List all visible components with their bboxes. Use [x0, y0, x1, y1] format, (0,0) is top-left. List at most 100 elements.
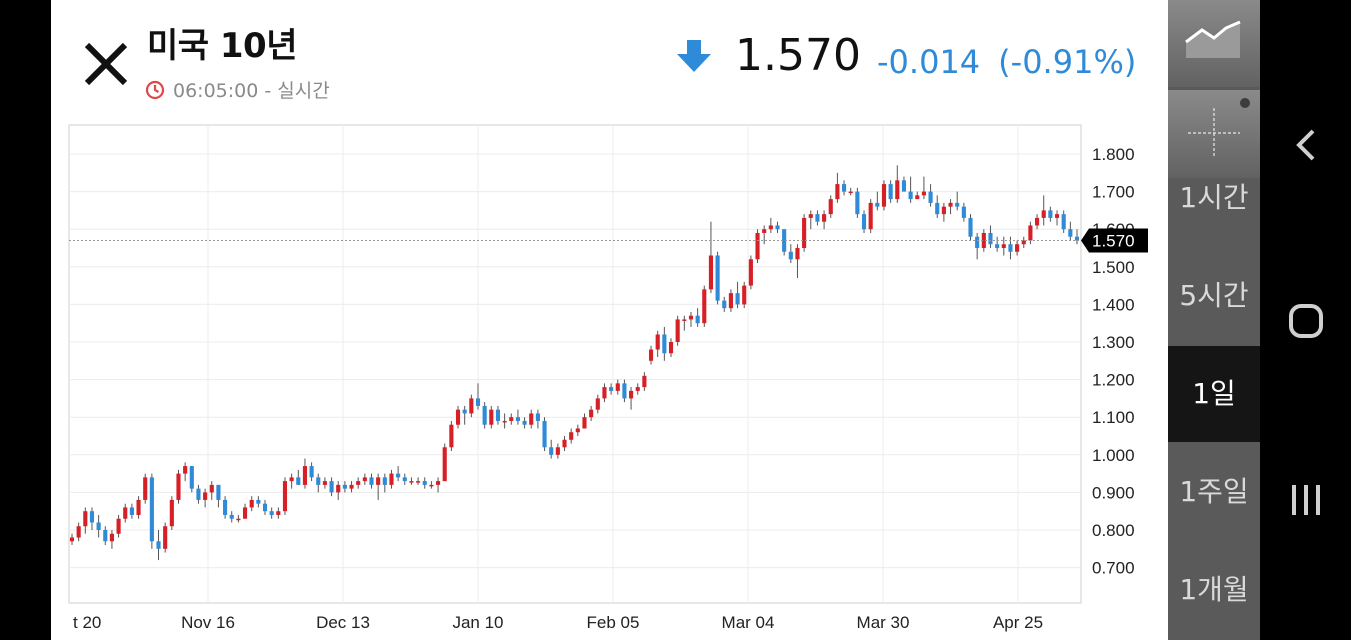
candle-body — [416, 481, 421, 483]
candle — [509, 413, 514, 425]
candle-body — [242, 507, 248, 519]
back-icon — [1295, 129, 1314, 161]
candle-body — [116, 518, 121, 534]
candle — [76, 522, 81, 542]
candle-body — [569, 432, 574, 440]
candle-body — [921, 191, 926, 196]
candle — [1054, 210, 1060, 226]
crosshair-button[interactable] — [1168, 90, 1260, 178]
candle-body — [615, 383, 620, 391]
candle-body — [356, 481, 361, 485]
period-1m[interactable]: 1개월 — [1179, 573, 1249, 606]
candle-body — [928, 191, 933, 203]
candle-body — [968, 217, 973, 237]
candle-body — [1001, 244, 1006, 248]
candle — [1041, 195, 1046, 226]
home-button[interactable] — [1260, 285, 1351, 357]
candle-body — [1028, 225, 1033, 241]
candle — [988, 225, 993, 248]
candle — [921, 176, 926, 200]
period-1w[interactable]: 1주일 — [1179, 475, 1249, 508]
candlestick-chart[interactable]: 1.8001.7001.6001.5001.4001.3001.2001.100… — [51, 0, 1168, 640]
candle-body — [196, 488, 201, 500]
candle-body — [975, 236, 980, 248]
candles — [69, 165, 1080, 561]
candle-body — [229, 514, 234, 519]
candle-body — [429, 484, 434, 487]
recents-button[interactable] — [1260, 465, 1351, 535]
candle — [163, 522, 168, 553]
candle — [402, 473, 407, 485]
candle — [762, 225, 767, 245]
price-change: -0.014 (-0.91%) — [877, 42, 1154, 82]
candle — [1001, 236, 1006, 256]
candle — [282, 477, 288, 515]
candle — [635, 383, 640, 395]
candle — [802, 214, 807, 252]
x-tick-label: Feb 05 — [587, 613, 640, 632]
candle — [1035, 214, 1040, 230]
candle-body — [156, 541, 161, 549]
candle-body — [815, 214, 820, 222]
down-arrow-icon — [677, 40, 711, 72]
candle — [575, 424, 580, 436]
candle-body — [735, 293, 740, 305]
candle-body — [841, 184, 847, 192]
candle-body — [895, 180, 900, 200]
close-icon[interactable] — [83, 42, 129, 86]
candle — [429, 481, 434, 489]
y-tick-label: 1.300 — [1092, 333, 1135, 352]
candle — [1048, 206, 1053, 222]
candle-body — [762, 229, 767, 233]
x-tick-label: Mar 30 — [857, 613, 910, 632]
candle-body — [688, 315, 694, 320]
candle — [475, 383, 481, 410]
candle — [888, 180, 893, 203]
candle — [262, 499, 268, 515]
period-5h[interactable]: 5시간 — [1179, 279, 1249, 312]
candle-body — [382, 477, 387, 485]
period-1d[interactable]: 1일 — [1168, 346, 1260, 442]
candle — [955, 191, 960, 211]
candle-body — [848, 191, 853, 194]
candle — [595, 394, 600, 414]
y-tick-label: 1.100 — [1092, 408, 1135, 427]
candle-body — [535, 413, 540, 421]
candle-body — [888, 184, 893, 200]
back-button[interactable] — [1260, 110, 1351, 180]
candle-body — [402, 477, 407, 482]
candle-body — [462, 409, 467, 414]
period-1h[interactable]: 1시간 — [1179, 181, 1249, 214]
candle-body — [802, 217, 807, 248]
update-time: 06:05:00 — [173, 80, 259, 102]
candle — [449, 420, 454, 452]
candle — [908, 176, 913, 203]
candle — [562, 436, 567, 452]
candle-body — [861, 214, 867, 230]
candle — [961, 202, 966, 222]
candle — [376, 473, 381, 500]
candle — [848, 187, 853, 196]
candle-body — [302, 466, 308, 485]
y-tick-label: 1.800 — [1092, 145, 1135, 164]
candle-body — [788, 251, 793, 260]
candle — [895, 165, 900, 203]
candle-body — [163, 526, 168, 549]
candle-body — [555, 447, 560, 455]
candle — [149, 473, 154, 549]
candle — [189, 466, 194, 493]
candle — [242, 503, 248, 519]
candle — [409, 477, 414, 485]
x-tick-label: Apr 25 — [993, 613, 1043, 632]
candle-body — [76, 526, 81, 538]
candle — [329, 477, 334, 497]
candle — [136, 496, 141, 519]
candle — [1068, 221, 1073, 241]
candle — [948, 199, 953, 215]
candle — [981, 229, 986, 252]
candle — [289, 473, 294, 489]
candle-body — [822, 214, 827, 222]
chart-type-button[interactable] — [1168, 0, 1260, 87]
candle — [382, 473, 387, 493]
x-axis: t 20 Nov 16 Dec 13 Jan 10 Feb 05 Mar 04 Mar 30… — [73, 613, 1043, 632]
